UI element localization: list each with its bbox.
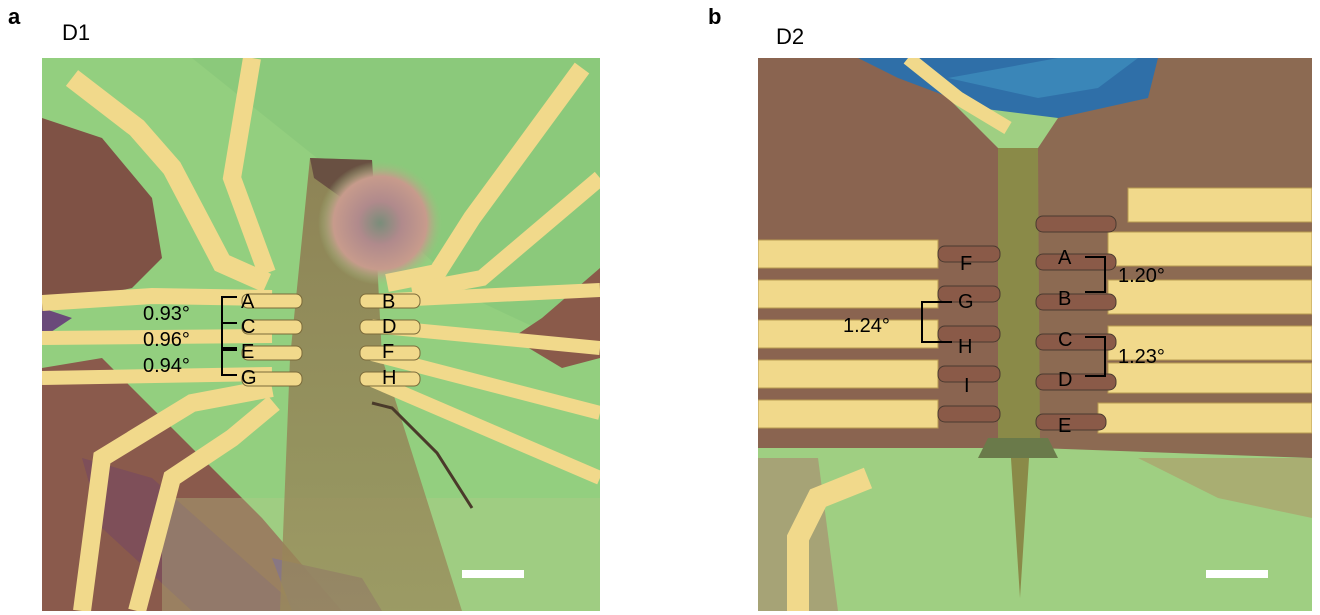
panel-letter-a: a: [8, 4, 21, 29]
angle-label-cd: 1.23°: [1118, 346, 1165, 368]
electrode-label-c: C: [241, 316, 255, 338]
electrode-label-g: G: [241, 367, 257, 389]
contact-fingers-d1: [241, 293, 421, 387]
device-title-d1: D1: [62, 20, 91, 45]
angle-brackets-d1: [221, 296, 237, 376]
electrode-label-d: D: [1058, 369, 1072, 391]
scale-bar-d2: [1206, 570, 1268, 578]
angle-label-gh: 1.24°: [843, 315, 890, 337]
electrode-label-b: B: [382, 291, 395, 313]
electrode-label-d: D: [382, 316, 396, 338]
electrode-label-e: E: [1058, 415, 1071, 437]
device-title-d2: D2: [776, 24, 805, 49]
electrode-label-f: F: [382, 341, 394, 363]
electrode-label-f: F: [960, 253, 972, 275]
curved-lead-d2: [787, 467, 873, 611]
panel-letter-b: b: [708, 4, 722, 29]
bubble-d1: [318, 161, 442, 285]
electrode-label-b: B: [1058, 288, 1071, 310]
micrograph-d2: [758, 58, 1312, 611]
electrode-label-h: H: [958, 336, 972, 358]
angle-label-ce: 0.96°: [143, 329, 190, 351]
angle-label-ac: 0.93°: [143, 303, 190, 325]
gold-leads-d1: [42, 58, 600, 611]
hbn-region-bottom-left: [42, 358, 342, 611]
gold-leads-d2: [758, 187, 1312, 434]
scale-bar-d1: [462, 570, 524, 578]
panel-a: a D1: [0, 0, 620, 615]
micrograph-d1: [42, 58, 600, 611]
graphene-channel-d2: [998, 148, 1040, 598]
electrode-label-h: H: [382, 367, 396, 389]
electrode-label-c: C: [1058, 329, 1072, 351]
angle-label-eg: 0.94°: [143, 355, 190, 377]
annotations-d2: A B C D E F G H I 1.20° 1.23° 1.24°: [843, 247, 1165, 437]
angle-brackets-d2: [921, 256, 1106, 377]
panel-b: b D2: [700, 0, 1320, 615]
electrode-label-g: G: [958, 291, 974, 313]
annotations-d1: A C E G B D F H 0.93° 0.96° 0.94°: [143, 291, 396, 389]
electrode-label-a: A: [241, 291, 255, 313]
electrode-label-i: I: [964, 375, 970, 397]
electrode-label-a: A: [1058, 247, 1072, 269]
angle-label-ab: 1.20°: [1118, 265, 1165, 287]
hbn-region-left: [42, 118, 162, 308]
electrode-label-e: E: [241, 341, 254, 363]
